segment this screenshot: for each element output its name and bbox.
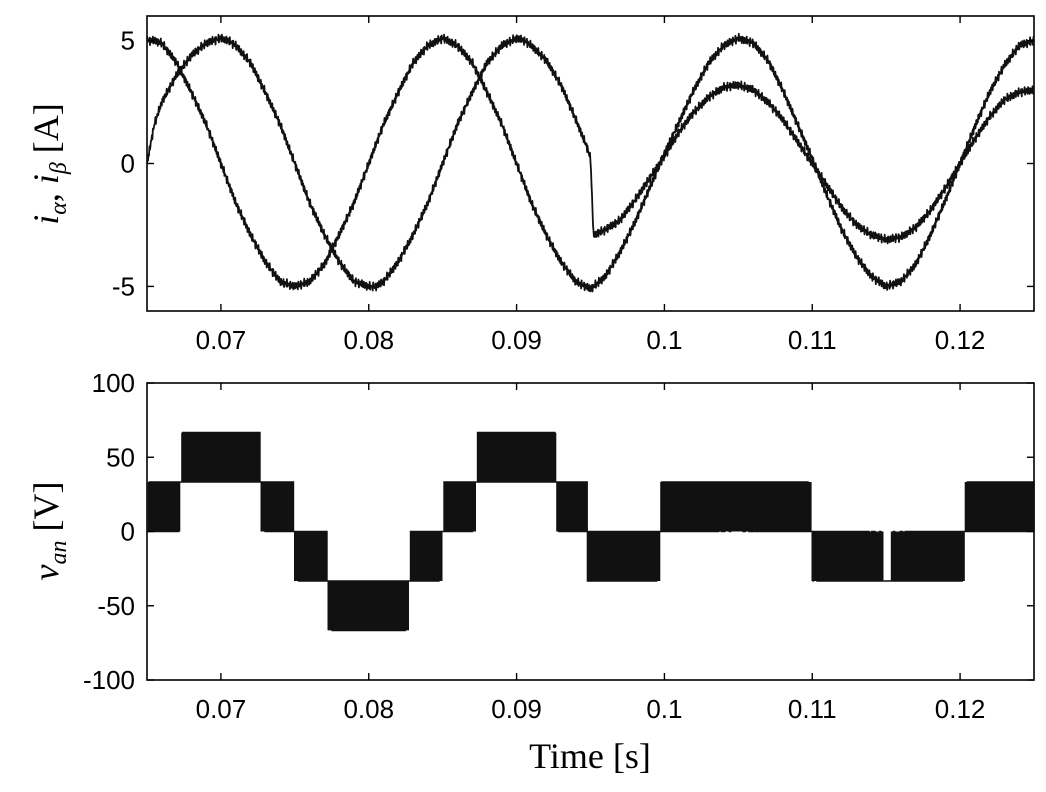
x-tick-label: 0.11 xyxy=(788,325,837,355)
y-tick-label: 50 xyxy=(106,442,135,472)
x-tick-label: 0.08 xyxy=(343,325,394,355)
current-plot: 0.07 0.08 0.09 0.1 0.11 0.12 -5 0 5 iα, iβ [A] xyxy=(26,15,1035,355)
x-tick-label: 0.11 xyxy=(788,694,837,724)
voltage-plot: 0.07 0.08 0.09 0.1 0.11 0.12 -100 -50 0 50 100 va… xyxy=(26,368,1035,776)
x-tick-label: 0.09 xyxy=(491,325,542,355)
x-tick-label: 0.07 xyxy=(196,325,247,355)
x-axis-label: Time [s] xyxy=(529,736,651,776)
y-tick-label: 0 xyxy=(121,517,135,547)
y-tick-label: 0 xyxy=(121,149,135,179)
x-tick-label: 0.12 xyxy=(935,325,986,355)
current-x-ticks: 0.07 0.08 0.09 0.1 0.11 0.12 xyxy=(196,16,986,355)
current-series-2 xyxy=(146,32,1035,293)
x-tick-label: 0.08 xyxy=(343,694,394,724)
current-traces xyxy=(146,32,1035,293)
y-tick-label: -50 xyxy=(97,591,135,621)
voltage-pwm-series xyxy=(147,431,1035,632)
x-tick-label: 0.07 xyxy=(196,694,247,724)
x-tick-label: 0.1 xyxy=(646,694,682,724)
current-series-1 xyxy=(146,33,1035,292)
voltage-y-ticks: -100 -50 0 50 100 xyxy=(83,368,1034,695)
voltage-x-ticks: 0.07 0.08 0.09 0.1 0.11 0.12 xyxy=(196,383,986,724)
current-y-axis-label: iα, iβ [A] xyxy=(26,103,72,225)
x-tick-label: 0.09 xyxy=(491,694,542,724)
current-y-ticks: -5 0 5 xyxy=(112,26,1034,301)
voltage-traces xyxy=(147,431,1035,632)
voltage-y-axis-label: van [V] xyxy=(26,482,72,581)
y-tick-label: 100 xyxy=(92,368,135,398)
y-tick-label: 5 xyxy=(121,26,135,56)
y-tick-label: -100 xyxy=(83,665,135,695)
y-tick-label: -5 xyxy=(112,271,135,301)
x-tick-label: 0.1 xyxy=(646,325,682,355)
x-tick-label: 0.12 xyxy=(935,694,986,724)
